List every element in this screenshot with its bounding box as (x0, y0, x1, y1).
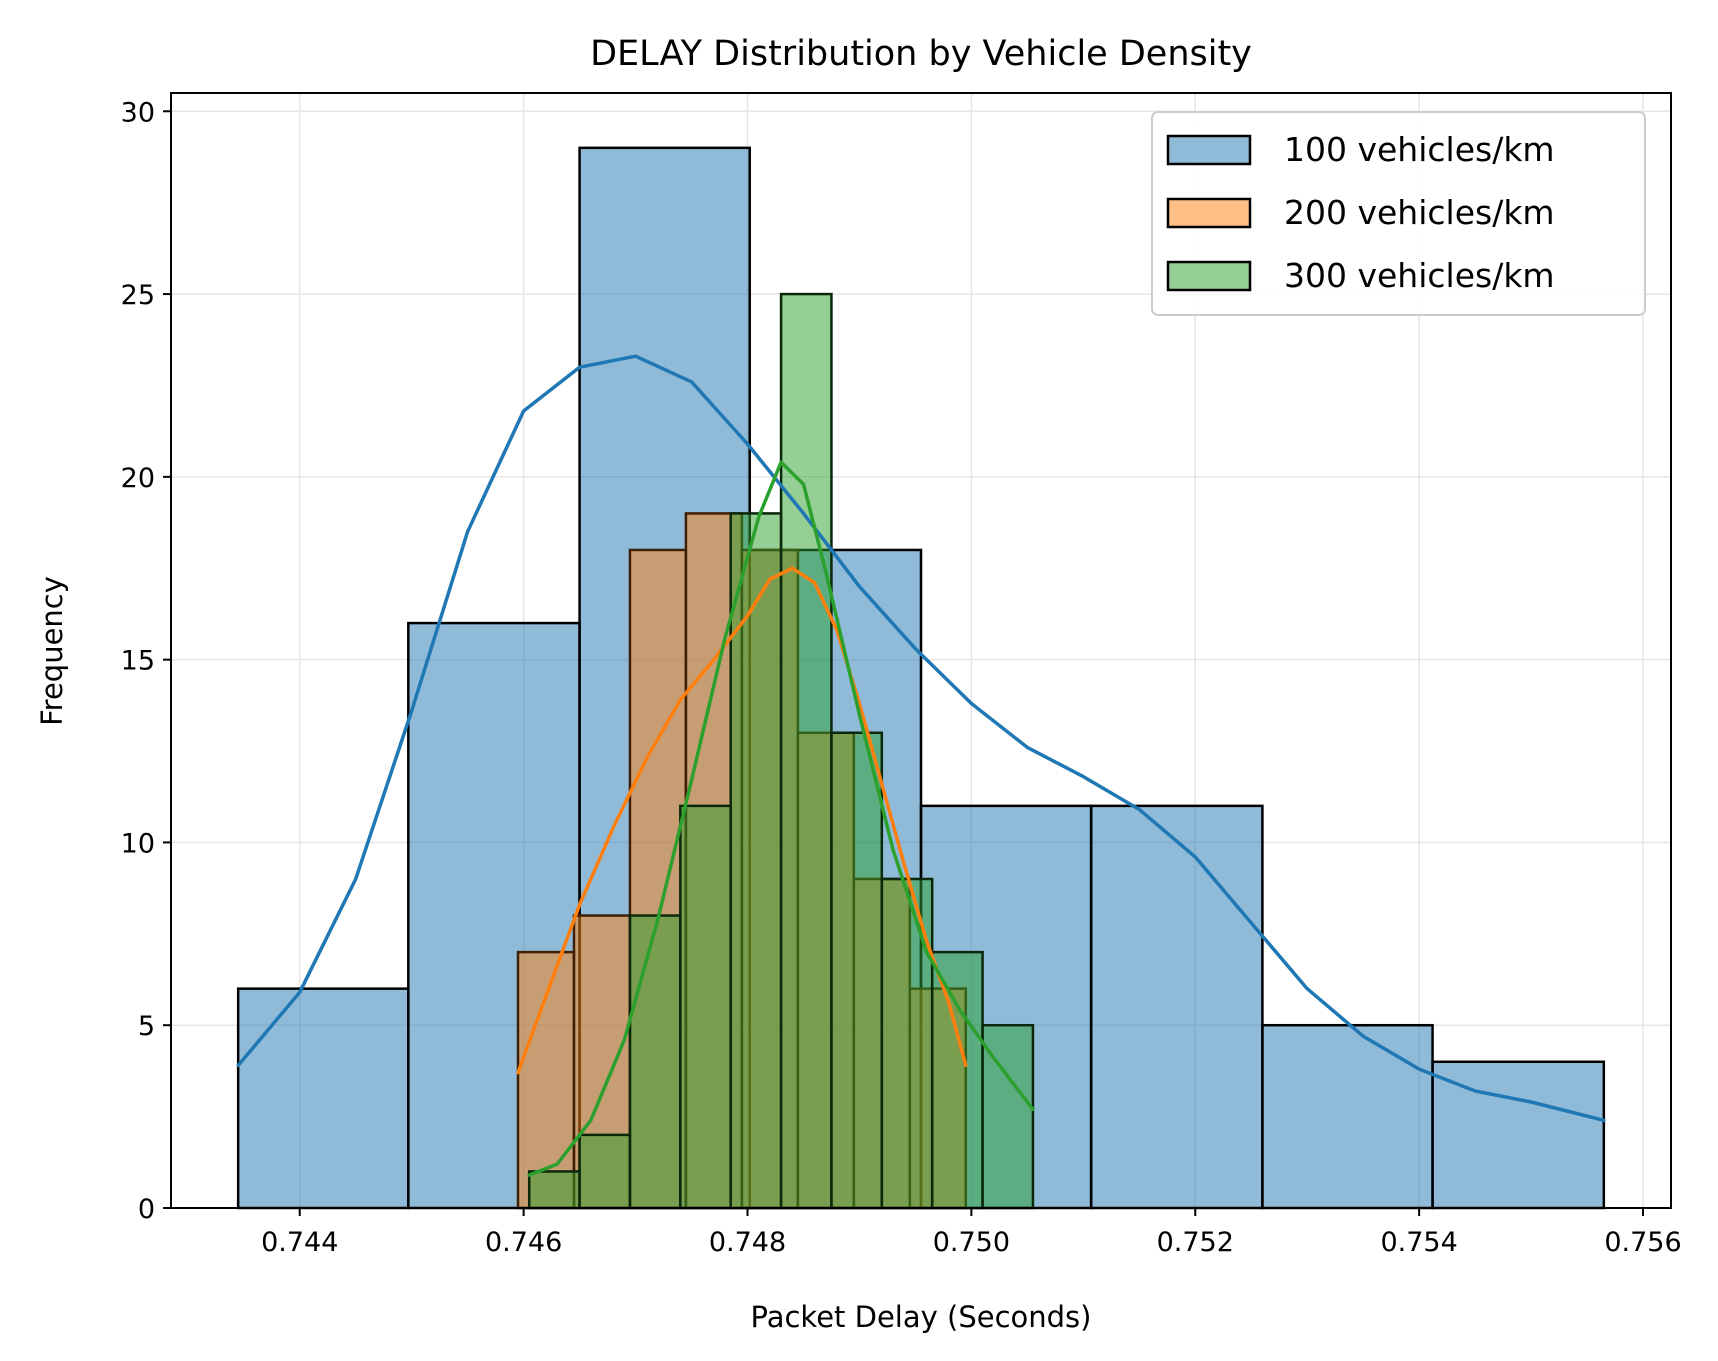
chart-title: DELAY Distribution by Vehicle Density (590, 34, 1252, 74)
series-3-bars (527, 292, 1035, 1210)
x-tick-label: 0.754 (1380, 1227, 1457, 1258)
histogram-bar (1261, 1023, 1434, 1210)
histogram-bar (527, 1170, 581, 1210)
histogram-bars (236, 146, 1606, 1210)
y-tick-label: 25 (121, 280, 155, 311)
legend-label: 200 vehicles/km (1284, 193, 1555, 232)
y-tick-label: 10 (121, 828, 155, 859)
y-axis: 0 5 10 15 20 25 30 (121, 97, 171, 1225)
histogram-bar (779, 292, 833, 1210)
y-axis-label: Frequency (35, 576, 69, 726)
histogram-bar (679, 804, 732, 1210)
series-3-kde-curve (527, 460, 1035, 1177)
x-tick-label: 0.744 (261, 1227, 338, 1258)
x-tick-label: 0.748 (709, 1227, 786, 1258)
x-axis: 0.744 0.746 0.748 0.750 0.752 0.754 0.756 (261, 1208, 1682, 1258)
series-1-kde-curve (236, 354, 1606, 1123)
kde-curves (236, 354, 1606, 1177)
histogram-bar (578, 1133, 632, 1210)
histogram-bar (930, 950, 984, 1210)
y-tick-label: 15 (121, 646, 155, 677)
x-tick-label: 0.752 (1157, 1227, 1234, 1258)
plot-frame (170, 92, 1672, 1209)
histogram-bar (1089, 804, 1264, 1210)
x-tick-label: 0.756 (1604, 1227, 1681, 1258)
y-tick-label: 0 (138, 1194, 155, 1225)
legend-box (1151, 111, 1646, 316)
y-tick-label: 20 (121, 463, 155, 494)
y-tick-label: 30 (121, 97, 155, 128)
histogram-bar (830, 731, 884, 1210)
x-tick-label: 0.750 (933, 1227, 1010, 1258)
histogram-bar (628, 914, 682, 1210)
series-2-kde-curve (516, 566, 968, 1075)
x-tick-label: 0.746 (485, 1227, 562, 1258)
legend-label: 100 vehicles/km (1284, 130, 1555, 169)
y-tick-label: 5 (138, 1011, 155, 1042)
x-axis-label: Packet Delay (Seconds) (751, 1300, 1092, 1334)
legend-label: 300 vehicles/km (1284, 256, 1555, 295)
histogram-bar (236, 987, 410, 1210)
legend: 100 vehicles/km 200 vehicles/km 300 vehicl… (1151, 111, 1646, 316)
legend-swatch (1166, 260, 1252, 292)
legend-swatch (1166, 134, 1252, 166)
histogram-bar (729, 512, 783, 1210)
legend-swatch (1166, 197, 1252, 229)
